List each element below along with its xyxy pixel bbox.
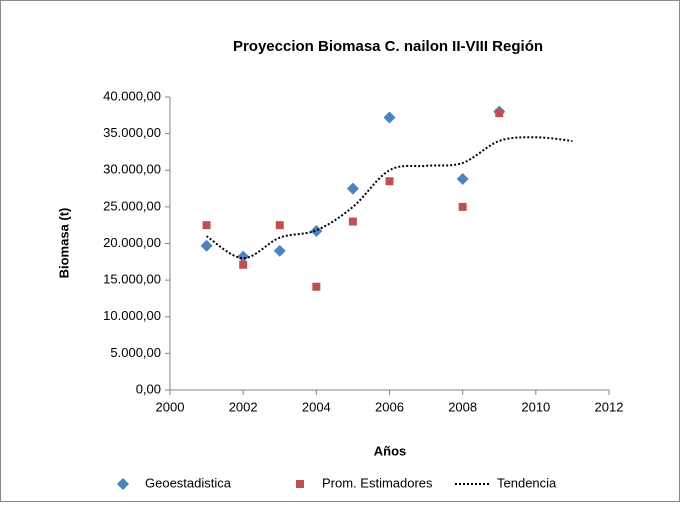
- point: [275, 221, 284, 230]
- y-tick-label: 35.000,00: [103, 125, 161, 140]
- point: [456, 173, 469, 186]
- trend-line: [206, 136, 573, 260]
- y-tick-label: 20.000,00: [103, 235, 161, 250]
- x-tick-label: 2000: [156, 399, 185, 414]
- point: [200, 239, 213, 252]
- point: [202, 221, 211, 230]
- point: [310, 225, 323, 238]
- legend-swatch: [296, 480, 304, 488]
- x-tick-label: 2012: [595, 399, 624, 414]
- point: [237, 250, 250, 263]
- x-tick-label: 2010: [521, 399, 550, 414]
- point: [346, 182, 359, 195]
- chart-title: Proyeccion Biomasa C. nailon II-VIII Reg…: [233, 38, 543, 55]
- x-tick-label: 2002: [229, 399, 258, 414]
- point: [458, 202, 467, 211]
- x-tick-label: 2004: [302, 399, 331, 414]
- point: [385, 177, 394, 186]
- point: [348, 217, 357, 226]
- point: [273, 244, 286, 257]
- legend-label: Prom. Estimadores: [322, 475, 433, 490]
- y-tick-label: 25.000,00: [103, 198, 161, 213]
- legend-swatch: [117, 478, 129, 490]
- y-axis-label: Biomasa (t): [56, 208, 71, 279]
- x-tick-label: 2008: [448, 399, 477, 414]
- y-tick-label: 10.000,00: [103, 308, 161, 323]
- y-tick-label: 30.000,00: [103, 162, 161, 177]
- x-tick-label: 2006: [375, 399, 404, 414]
- y-tick-label: 0,00: [136, 381, 161, 396]
- legend-label: Geoestadistica: [145, 475, 232, 490]
- point: [495, 109, 504, 118]
- y-tick-label: 5.000,00: [110, 345, 161, 360]
- point: [239, 260, 248, 269]
- legend-label: Tendencia: [497, 475, 557, 490]
- point: [312, 282, 321, 291]
- point: [383, 111, 396, 124]
- y-tick-label: 40.000,00: [103, 88, 161, 103]
- x-axis-label: Años: [374, 443, 407, 458]
- y-tick-label: 15.000,00: [103, 272, 161, 287]
